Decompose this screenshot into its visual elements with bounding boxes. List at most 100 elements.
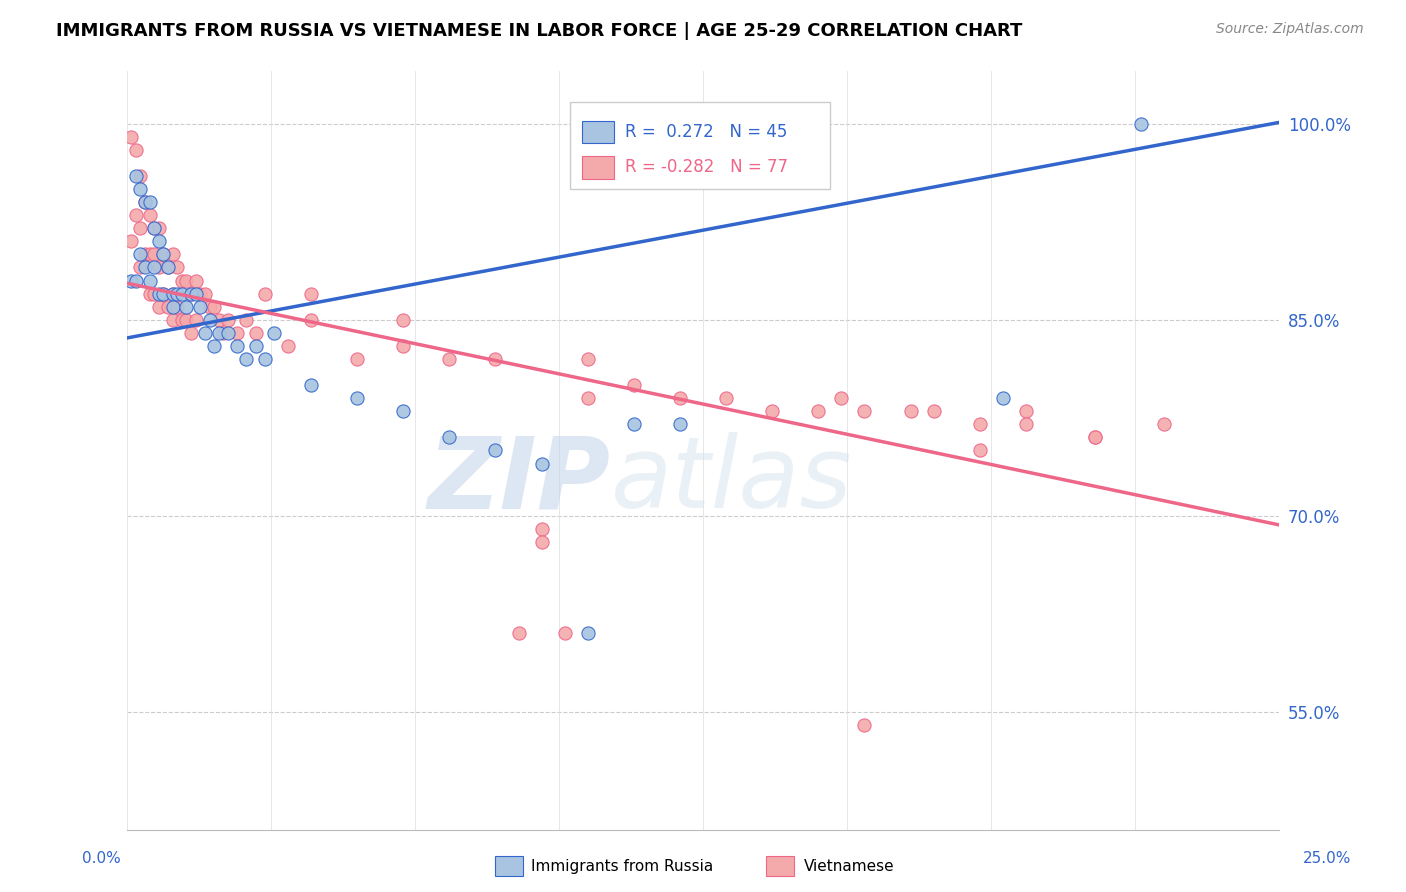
Point [226,326,249,340]
Point [299,312,322,326]
Point [176,273,198,287]
Point [439,351,461,366]
Point [969,443,991,458]
Point [162,286,184,301]
Point [991,391,1014,405]
Point [120,235,142,249]
Point [143,260,166,275]
Point [484,351,506,366]
Point [346,351,368,366]
FancyBboxPatch shape [571,102,830,189]
Point [208,326,231,340]
Point [194,286,217,301]
Point [188,286,211,301]
Point [226,339,249,353]
Point [166,260,188,275]
Point [162,312,184,326]
Point [129,260,152,275]
Point [1015,417,1038,432]
Point [138,273,160,287]
Point [176,312,198,326]
Point [134,247,156,261]
Point [830,391,852,405]
Point [166,300,188,314]
Point [922,404,945,418]
Point [134,260,156,275]
Point [134,195,156,210]
FancyBboxPatch shape [582,156,614,179]
Point [125,208,148,222]
Point [235,312,257,326]
Point [170,286,193,301]
Point [148,235,170,249]
Point [143,286,166,301]
Point [576,351,599,366]
Point [152,286,174,301]
Point [170,312,193,326]
Point [217,312,239,326]
Point [148,221,170,235]
Point [392,312,415,326]
Point [120,129,142,144]
Point [1130,117,1153,131]
Point [530,522,553,536]
Point [508,626,530,640]
Point [162,247,184,261]
Point [134,195,156,210]
Point [198,300,221,314]
Point [576,391,599,405]
Point [138,195,160,210]
Point [148,300,170,314]
Point [807,404,830,418]
Point [198,312,221,326]
Point [184,273,207,287]
Text: 0.0%: 0.0% [82,851,121,865]
Point [166,286,188,301]
FancyBboxPatch shape [582,120,614,144]
Point [148,286,170,301]
Point [623,378,645,392]
Point [208,312,231,326]
Point [125,143,148,157]
Point [129,221,152,235]
Point [180,286,202,301]
Text: 25.0%: 25.0% [1303,851,1351,865]
Point [263,326,285,340]
Point [157,300,180,314]
Point [253,351,276,366]
Point [969,417,991,432]
Point [554,626,576,640]
Point [277,339,299,353]
Point [392,339,415,353]
Point [346,391,368,405]
Point [143,221,166,235]
Point [439,430,461,444]
Text: R =  0.272   N = 45: R = 0.272 N = 45 [624,123,787,141]
Point [484,443,506,458]
Point [125,273,148,287]
Text: Vietnamese: Vietnamese [804,859,894,873]
Point [853,718,876,732]
Point [761,404,783,418]
Point [129,182,152,196]
Point [299,286,322,301]
Point [143,221,166,235]
Point [162,286,184,301]
Point [184,286,207,301]
Point [1153,417,1175,432]
Point [299,378,322,392]
Text: Immigrants from Russia: Immigrants from Russia [531,859,714,873]
Point [184,312,207,326]
Text: Source: ZipAtlas.com: Source: ZipAtlas.com [1216,22,1364,37]
Text: ZIP: ZIP [427,433,610,529]
Point [152,247,174,261]
Point [202,339,225,353]
Text: IMMIGRANTS FROM RUSSIA VS VIETNAMESE IN LABOR FORCE | AGE 25-29 CORRELATION CHAR: IMMIGRANTS FROM RUSSIA VS VIETNAMESE IN … [56,22,1022,40]
Point [170,273,193,287]
Point [1084,430,1107,444]
Point [152,247,174,261]
Point [669,391,692,405]
Point [235,351,257,366]
Point [152,286,174,301]
Point [157,260,180,275]
